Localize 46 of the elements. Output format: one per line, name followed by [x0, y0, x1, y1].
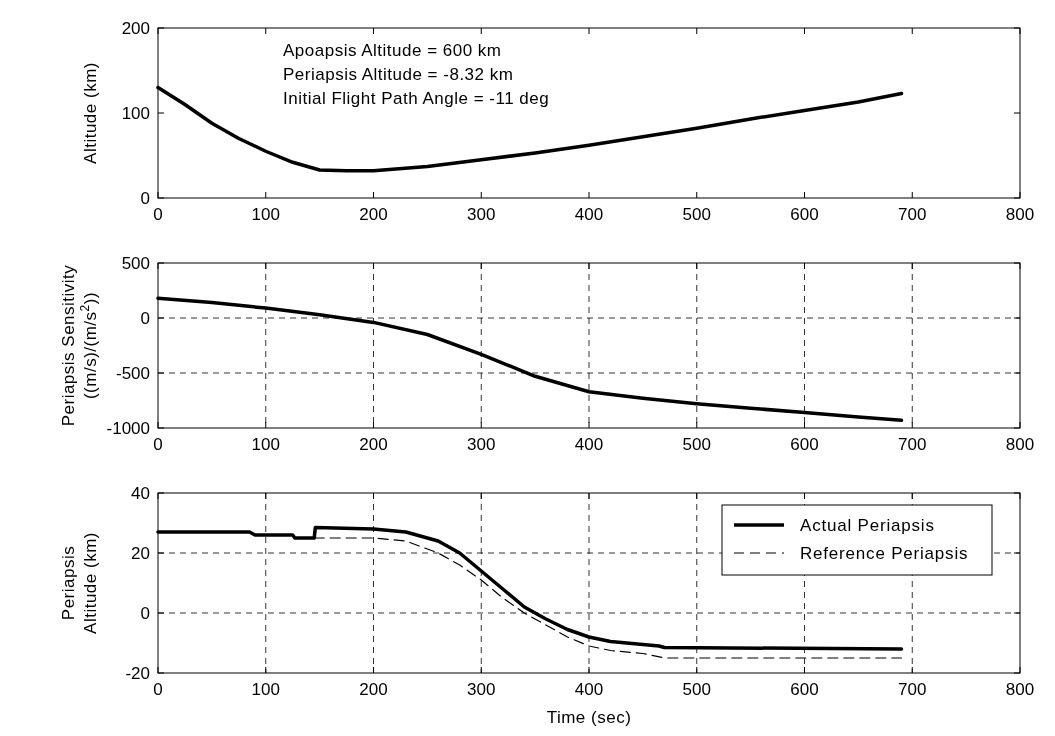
x-tick-label: 800	[1005, 205, 1035, 224]
y-tick-label: -1000	[106, 419, 150, 438]
x-tick-label: 0	[153, 205, 163, 224]
x-tick-label: 200	[359, 680, 388, 699]
x-tick-label: 100	[251, 435, 280, 454]
x-tick-label: 700	[898, 435, 927, 454]
y-tick-label: 0	[140, 189, 150, 208]
x-tick-label: 800	[1005, 680, 1035, 699]
y-tick-label: 40	[131, 484, 150, 503]
x-tick-label: 0	[153, 435, 163, 454]
y-tick-label: -500	[115, 364, 150, 383]
y-tick-label: 200	[121, 19, 150, 38]
annotation: Apoapsis Altitude = 600 km	[282, 41, 502, 60]
x-tick-label: 500	[682, 435, 711, 454]
x-tick-label: 200	[359, 205, 388, 224]
x-tick-label: 400	[574, 205, 604, 224]
legend-label: Reference Periapsis	[800, 544, 969, 563]
y-tick-label: 0	[140, 604, 150, 623]
y-tick-label: 100	[121, 104, 150, 123]
y-axis-title: Periapsis Altitude (km)	[59, 532, 100, 634]
y-tick-label: 0	[140, 309, 150, 328]
x-tick-label: 600	[790, 435, 819, 454]
annotation: Periapsis Altitude = -8.32 km	[282, 65, 514, 84]
y-tick-label: -20	[125, 664, 150, 683]
x-tick-label: 700	[898, 205, 927, 224]
y-tick-label: 20	[131, 544, 150, 563]
x-tick-label: 400	[574, 435, 604, 454]
x-tick-label: 100	[251, 680, 280, 699]
x-tick-label: 0	[153, 680, 163, 699]
x-tick-label: 300	[467, 680, 496, 699]
y-axis-title: Altitude (km)	[81, 62, 100, 164]
x-tick-label: 400	[574, 680, 604, 699]
annotation: Initial Flight Path Angle = -11 deg	[282, 89, 550, 108]
x-tick-label: 800	[1005, 435, 1035, 454]
x-tick-label: 600	[790, 680, 819, 699]
y-tick-label: 500	[121, 254, 150, 273]
legend-label: Actual Periapsis	[800, 516, 935, 535]
x-tick-label: 300	[467, 205, 496, 224]
x-tick-label: 700	[898, 680, 927, 699]
x-axis-title: Time (sec)	[546, 708, 632, 727]
x-tick-label: 300	[467, 435, 496, 454]
x-tick-label: 200	[359, 435, 388, 454]
x-tick-label: 500	[682, 205, 711, 224]
x-tick-label: 500	[682, 680, 711, 699]
x-tick-label: 600	[790, 205, 819, 224]
x-tick-label: 100	[251, 205, 280, 224]
